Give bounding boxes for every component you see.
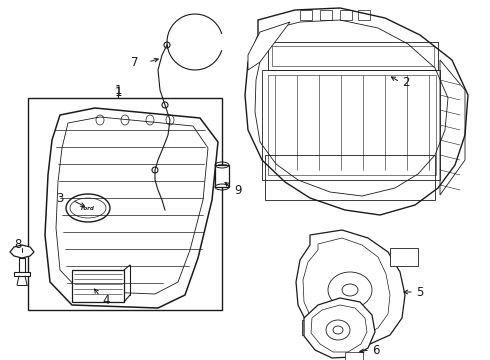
Polygon shape <box>245 8 468 215</box>
Text: 1: 1 <box>114 85 122 99</box>
Bar <box>215 165 229 187</box>
Bar <box>390 248 418 266</box>
Polygon shape <box>10 245 34 258</box>
Text: 7: 7 <box>130 55 138 68</box>
Bar <box>358 10 370 20</box>
Text: Ford: Ford <box>81 206 95 211</box>
Ellipse shape <box>152 167 158 173</box>
Text: 5: 5 <box>416 285 423 298</box>
Text: 2: 2 <box>402 76 410 89</box>
Ellipse shape <box>162 102 168 108</box>
Bar <box>272 46 434 66</box>
Polygon shape <box>45 108 218 308</box>
Bar <box>28 98 222 310</box>
Bar <box>268 75 436 175</box>
Bar <box>72 270 124 302</box>
Ellipse shape <box>164 42 170 48</box>
Bar <box>340 10 352 20</box>
Text: 3: 3 <box>56 192 64 204</box>
Bar <box>265 155 435 200</box>
Bar <box>268 42 438 70</box>
Bar <box>19 258 25 272</box>
Polygon shape <box>304 298 375 358</box>
Text: 1: 1 <box>114 84 122 96</box>
Bar <box>302 320 322 335</box>
Text: 4: 4 <box>102 293 109 306</box>
Bar <box>14 272 30 276</box>
Text: 6: 6 <box>372 343 379 356</box>
Bar <box>262 70 440 180</box>
Polygon shape <box>248 22 290 70</box>
Polygon shape <box>296 230 405 346</box>
Text: 8: 8 <box>14 238 22 251</box>
Ellipse shape <box>66 194 110 222</box>
Bar <box>345 352 363 360</box>
Bar <box>300 10 312 20</box>
Text: 9: 9 <box>234 184 242 197</box>
Bar <box>320 10 332 20</box>
